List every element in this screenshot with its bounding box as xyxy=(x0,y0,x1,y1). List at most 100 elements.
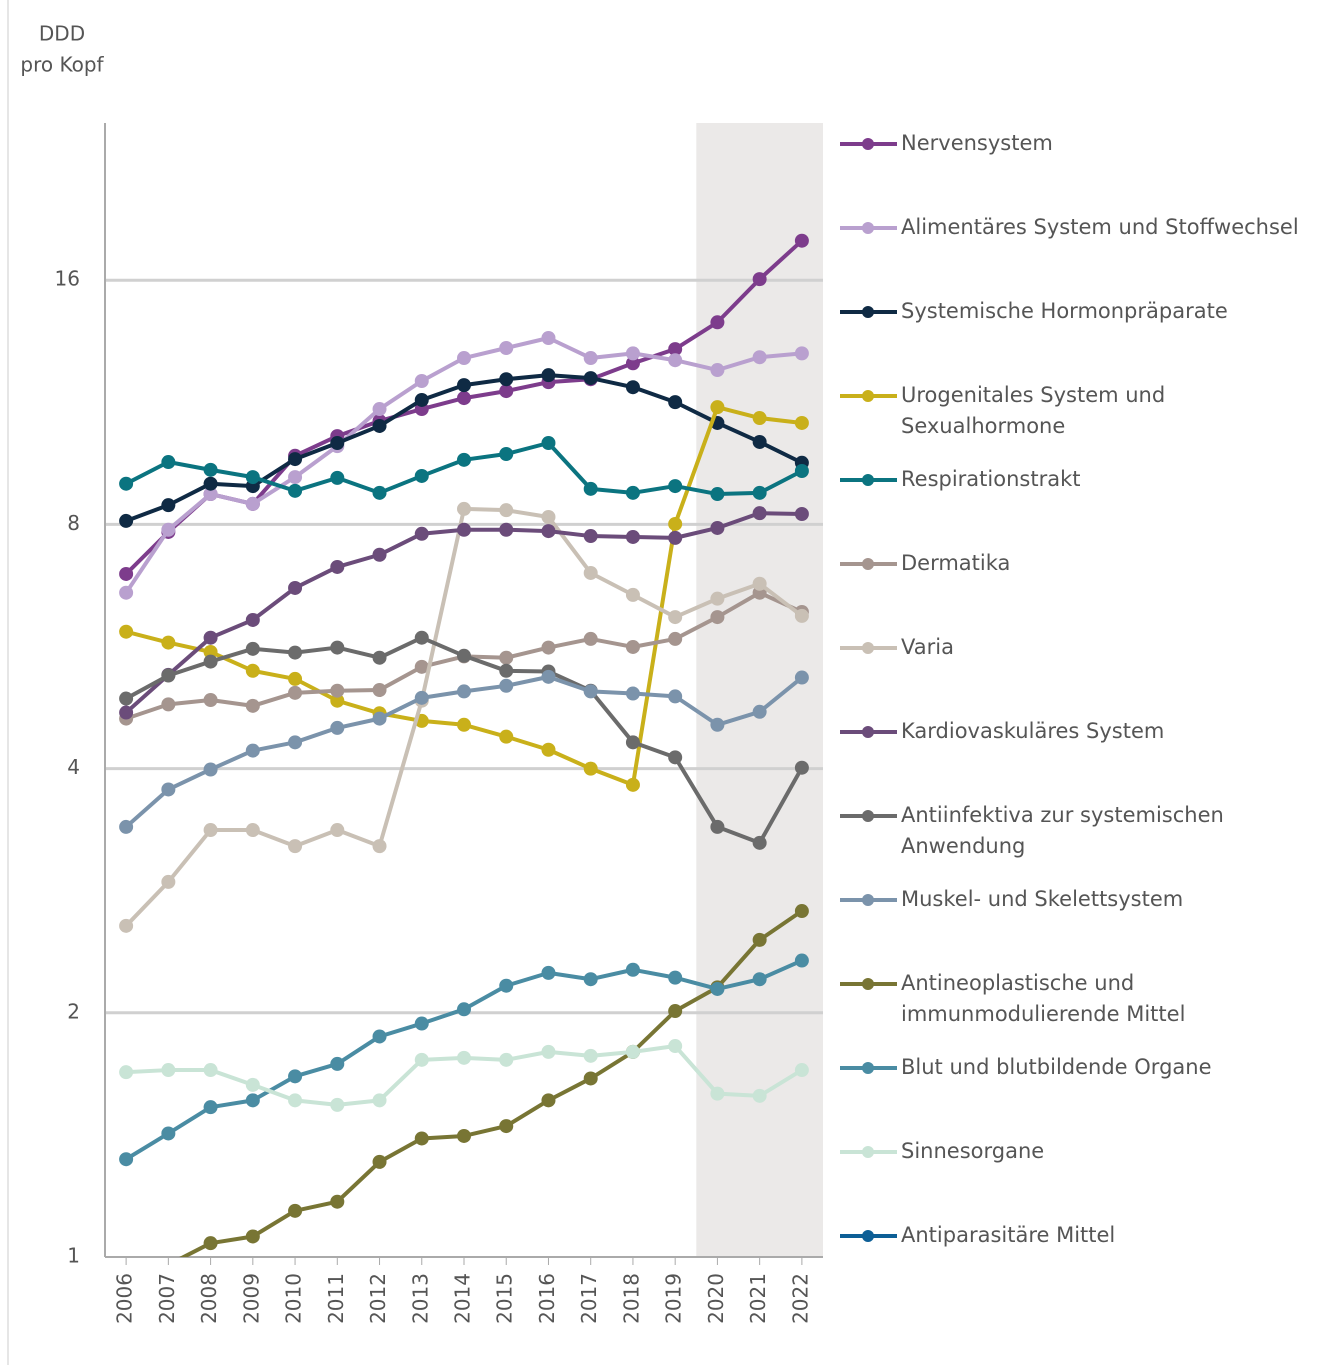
data-point xyxy=(245,641,260,656)
data-point xyxy=(752,932,767,947)
data-point xyxy=(288,1069,303,1084)
data-point xyxy=(288,1203,303,1218)
data-point xyxy=(203,1236,218,1251)
data-point xyxy=(119,819,134,834)
data-point xyxy=(457,1128,471,1143)
data-point xyxy=(583,371,598,386)
data-point xyxy=(541,510,556,525)
data-point xyxy=(794,346,809,361)
data-point xyxy=(794,463,809,478)
data-point xyxy=(330,720,345,735)
data-point xyxy=(414,659,429,674)
data-point xyxy=(625,380,640,395)
data-point xyxy=(541,368,556,383)
data-point xyxy=(457,648,471,663)
data-point xyxy=(794,233,809,248)
data-point xyxy=(457,1002,471,1017)
data-point xyxy=(245,823,260,838)
data-point xyxy=(499,663,514,678)
data-point xyxy=(288,483,303,498)
data-point xyxy=(499,650,514,665)
data-point xyxy=(668,342,683,357)
data-point xyxy=(541,669,556,684)
x-tick-label: 2022 xyxy=(788,1273,812,1324)
x-tick-label: 2011 xyxy=(324,1273,348,1324)
y-axis-label: DDD xyxy=(39,22,85,46)
data-point xyxy=(245,612,260,627)
data-point xyxy=(668,970,683,985)
data-point xyxy=(625,485,640,500)
data-point xyxy=(457,452,471,467)
data-point xyxy=(330,1194,345,1209)
data-point xyxy=(541,435,556,450)
y-tick-label: 1 xyxy=(67,1244,80,1268)
data-point xyxy=(541,640,556,655)
data-point xyxy=(457,1050,471,1065)
data-point xyxy=(710,363,725,378)
legend-marker xyxy=(862,894,874,906)
legend-marker xyxy=(862,810,874,822)
data-point xyxy=(457,351,471,366)
data-point xyxy=(583,631,598,646)
data-point xyxy=(499,978,514,993)
data-point xyxy=(203,462,218,477)
data-point xyxy=(161,697,176,712)
data-point xyxy=(499,447,514,462)
shaded-region xyxy=(696,123,823,1257)
data-point xyxy=(710,315,725,330)
data-point xyxy=(541,1093,556,1108)
data-point xyxy=(203,693,218,708)
x-tick-label: 2020 xyxy=(704,1273,728,1324)
data-point xyxy=(710,819,725,834)
data-point xyxy=(288,839,303,854)
legend-label: Muskel- und Skelettsystem xyxy=(901,887,1184,911)
data-point xyxy=(625,529,640,544)
data-point xyxy=(330,1097,345,1112)
data-point xyxy=(457,522,471,537)
data-point xyxy=(794,1063,809,1078)
data-point xyxy=(625,356,640,371)
data-point xyxy=(330,683,345,698)
x-tick-label: 2006 xyxy=(113,1273,137,1324)
data-point xyxy=(541,742,556,757)
data-point xyxy=(288,735,303,750)
legend-marker xyxy=(862,138,874,150)
data-point xyxy=(710,1086,725,1101)
x-tick-label: 2015 xyxy=(493,1273,517,1324)
data-point xyxy=(710,981,725,996)
data-point xyxy=(457,717,471,732)
y-tick-label: 4 xyxy=(67,755,80,779)
legend-label: Antineoplastische und immunmodulierende … xyxy=(901,971,1186,1026)
data-point xyxy=(794,507,809,522)
data-point xyxy=(245,698,260,713)
data-point xyxy=(541,1044,556,1059)
legend-marker xyxy=(862,726,874,738)
data-point xyxy=(752,434,767,449)
data-point xyxy=(499,372,514,387)
legend-label: Blut und blutbildende Organe xyxy=(901,1055,1212,1079)
data-point xyxy=(330,470,345,485)
data-point xyxy=(330,693,345,708)
data-point xyxy=(119,476,134,491)
data-point xyxy=(625,962,640,977)
data-point xyxy=(414,1052,429,1067)
data-point xyxy=(583,481,598,496)
data-point xyxy=(583,761,598,776)
y-tick-label: 16 xyxy=(55,267,80,291)
data-point xyxy=(161,455,176,470)
legend-label: Urogenitales System und Sexualhormone xyxy=(901,383,1166,438)
data-point xyxy=(203,762,218,777)
data-point xyxy=(583,1048,598,1063)
data-point xyxy=(752,704,767,719)
data-point xyxy=(288,685,303,700)
legend-label: Kardiovaskuläres System xyxy=(901,719,1165,743)
y-tick-label: 8 xyxy=(67,511,80,535)
data-point xyxy=(668,353,683,368)
data-point xyxy=(583,565,598,580)
data-point xyxy=(583,351,598,366)
legend-marker xyxy=(862,1146,874,1158)
legend-label: Respirationstrakt xyxy=(901,467,1081,491)
data-point xyxy=(499,1052,514,1067)
data-point xyxy=(668,1039,683,1054)
